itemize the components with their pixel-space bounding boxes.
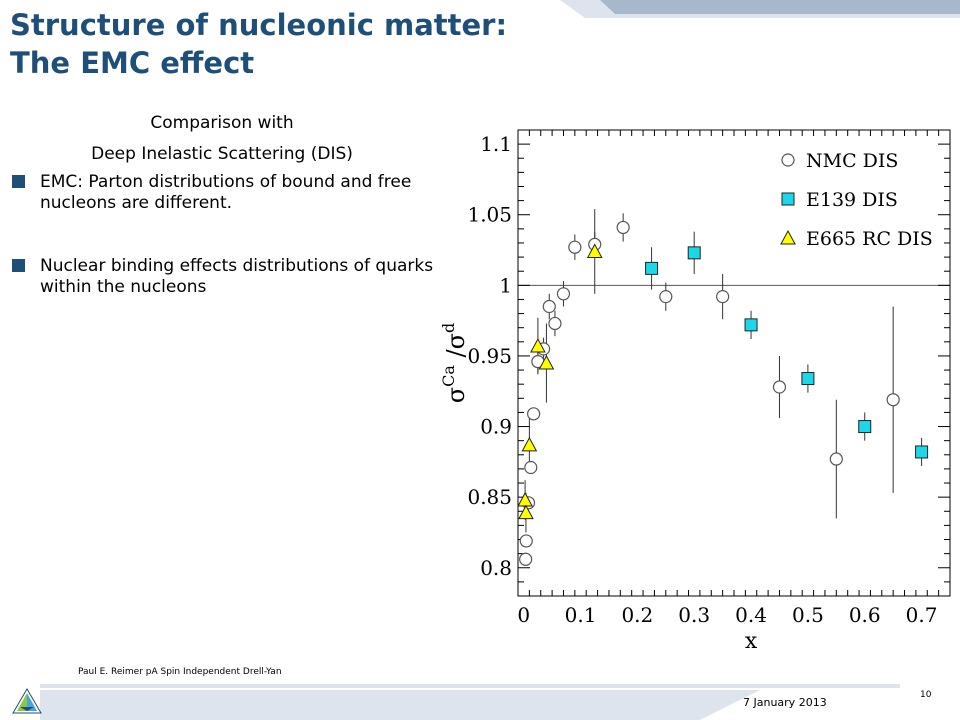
argonne-logo-icon bbox=[12, 688, 42, 714]
data-point bbox=[521, 436, 538, 452]
header-accent-band bbox=[560, 0, 960, 18]
data-point bbox=[616, 220, 630, 235]
bullet-text: Nuclear binding effects distributions of… bbox=[40, 256, 434, 297]
footer-presenter: Paul E. Reimer pA Spin Independent Drell… bbox=[78, 667, 282, 677]
y-tick-label: 1 bbox=[499, 273, 512, 297]
data-point bbox=[801, 372, 815, 386]
emc-ratio-chart: 0.8 0.85 0.9 0.95 1 1.05 1.1 0 0.1 0.2 0.3 0.4 0.5 0.… bbox=[439, 129, 951, 654]
data-point bbox=[915, 445, 929, 459]
legend-marker bbox=[780, 229, 796, 245]
x-tick-label: 0.6 bbox=[849, 603, 881, 627]
data-point bbox=[519, 552, 533, 566]
legend-marker bbox=[781, 192, 795, 206]
bullet-list: EMC: Parton distributions of bound and f… bbox=[10, 172, 438, 298]
data-point bbox=[568, 240, 582, 254]
data-point bbox=[548, 316, 562, 331]
data-point bbox=[524, 460, 538, 475]
legend-marker bbox=[781, 153, 795, 167]
data-point bbox=[556, 287, 571, 301]
x-tick-label: 0.7 bbox=[906, 603, 938, 627]
footer-date: 7 January 2013 bbox=[743, 696, 827, 709]
slide-title: Structure of nucleonic matter: The EMC e… bbox=[10, 6, 570, 82]
x-tick-label: 0 bbox=[517, 603, 530, 627]
y-tick-label: 0.95 bbox=[467, 344, 512, 368]
bullet-item: EMC: Parton distributions of bound and f… bbox=[10, 172, 438, 214]
y-tick-label: 0.8 bbox=[480, 556, 512, 580]
data-point bbox=[518, 504, 534, 520]
data-point bbox=[886, 393, 900, 407]
x-axis-label: x bbox=[745, 629, 758, 654]
data-point bbox=[527, 407, 541, 421]
data-point bbox=[519, 534, 533, 548]
legend-entry: E665 RC DIS bbox=[806, 228, 933, 250]
bullet-text: EMC: Parton distributions of bound and f… bbox=[40, 172, 412, 213]
data-point bbox=[687, 246, 701, 260]
x-tick-label: 0.5 bbox=[792, 603, 824, 627]
data-point bbox=[858, 420, 872, 434]
x-tick-label: 0.2 bbox=[621, 603, 653, 627]
data-point bbox=[542, 299, 556, 314]
x-tick-label: 0.1 bbox=[565, 603, 597, 627]
data-point bbox=[517, 491, 533, 507]
title-line-2: The EMC effect bbox=[10, 46, 255, 80]
square-bullet-icon bbox=[12, 259, 25, 272]
data-point bbox=[645, 261, 659, 275]
data-point bbox=[744, 318, 758, 332]
slide-subtitle: Comparison with Deep Inelastic Scatterin… bbox=[10, 108, 434, 170]
footer-accent-band bbox=[40, 684, 900, 720]
data-point bbox=[586, 243, 603, 258]
subtitle-line-2: Deep Inelastic Scattering (DIS) bbox=[91, 144, 353, 164]
title-line-1: Structure of nucleonic matter: bbox=[10, 8, 508, 42]
y-tick-label: 0.9 bbox=[480, 415, 512, 439]
data-point bbox=[829, 452, 843, 466]
data-point bbox=[772, 380, 787, 394]
y-axis-label: σCa /σd bbox=[439, 323, 470, 404]
y-tick-label: 1.1 bbox=[480, 132, 512, 156]
data-point bbox=[716, 290, 730, 304]
y-tick-label: 0.85 bbox=[467, 485, 512, 509]
x-tick-label: 0.4 bbox=[735, 603, 767, 627]
square-bullet-icon bbox=[12, 175, 25, 188]
x-tick-label: 0.3 bbox=[678, 603, 710, 627]
page-number: 10 bbox=[920, 690, 932, 700]
legend-entry: NMC DIS bbox=[806, 150, 898, 172]
bullet-item: Nuclear binding effects distributions of… bbox=[10, 256, 438, 298]
legend-entry: E139 DIS bbox=[806, 189, 898, 211]
data-point bbox=[530, 337, 546, 353]
subtitle-line-1: Comparison with bbox=[150, 113, 294, 133]
y-tick-label: 1.05 bbox=[467, 203, 512, 227]
data-point bbox=[659, 290, 673, 304]
data-point bbox=[538, 354, 555, 370]
